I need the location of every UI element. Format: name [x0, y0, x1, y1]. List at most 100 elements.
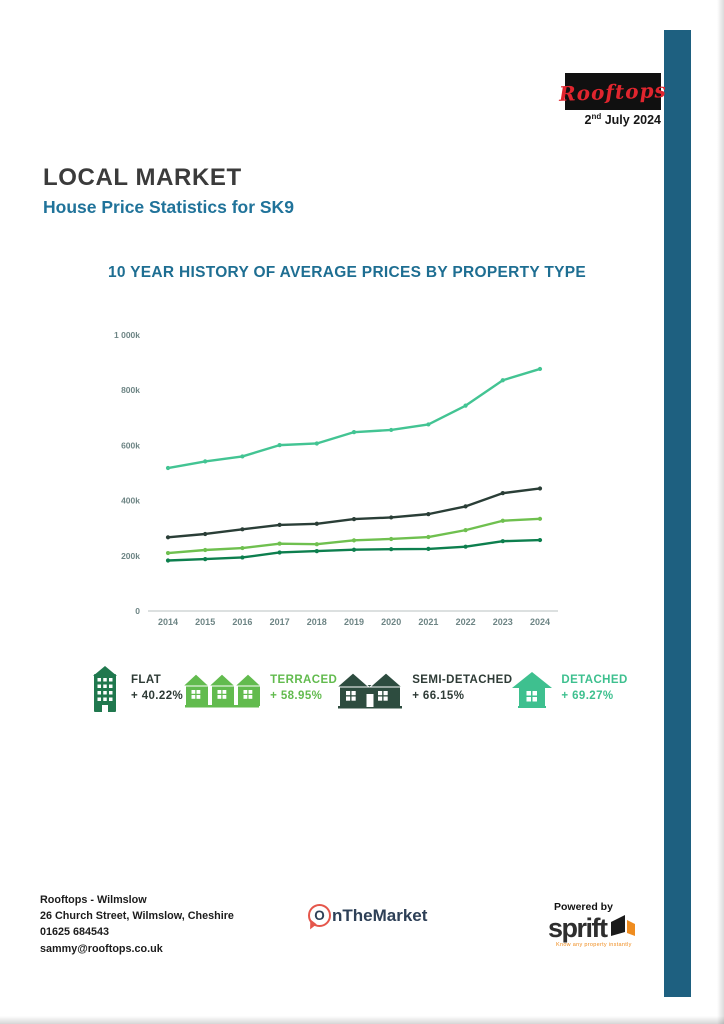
data-point-semi-detached — [314, 521, 319, 526]
data-point-detached — [463, 403, 468, 408]
x-tick-label: 2024 — [530, 617, 550, 627]
x-tick-label: 2022 — [456, 617, 476, 627]
data-point-flat — [537, 537, 543, 543]
x-tick-label: 2017 — [270, 617, 290, 627]
data-point-terraced — [240, 545, 245, 551]
legend-text-semi-detached: SEMI-DETACHED + 66.15% — [412, 673, 512, 704]
sprift-house-icon — [610, 915, 635, 936]
document-date: 2nd July 2024 — [584, 112, 662, 128]
sprift-tagline: Know any property instantly — [556, 942, 632, 948]
x-tick-label: 2014 — [158, 617, 178, 627]
data-point-flat — [240, 555, 245, 560]
data-point-flat — [277, 550, 282, 555]
office-name: Rooftops - Wilmslow — [40, 894, 147, 906]
onthemarket-logo: O nTheMarket — [308, 904, 427, 927]
data-point-detached — [203, 459, 208, 464]
data-point-detached — [426, 422, 431, 427]
data-point-semi-detached — [277, 522, 282, 527]
x-tick-label: 2021 — [418, 617, 438, 627]
data-point-terraced — [165, 550, 171, 556]
data-point-terraced — [389, 536, 394, 542]
data-point-detached — [240, 454, 245, 459]
data-point-flat — [314, 549, 319, 554]
onthemarket-pin-icon: O — [308, 904, 331, 927]
data-point-terraced — [351, 538, 357, 543]
page-edge-bottom — [0, 1016, 724, 1024]
legend-item-flat: FLAT + 40.22% — [88, 664, 183, 714]
data-point-flat — [426, 546, 431, 551]
legend-label: FLAT — [131, 674, 162, 687]
x-tick-label: 2019 — [344, 617, 364, 627]
data-point-detached — [500, 378, 505, 383]
data-point-detached — [351, 430, 357, 435]
chart-title: 10 YEAR HISTORY OF AVERAGE PRICES BY PRO… — [107, 264, 587, 281]
data-point-terraced — [537, 516, 543, 521]
y-tick-label: 200k — [121, 551, 140, 561]
x-tick-label: 2015 — [195, 617, 215, 627]
legend-text-flat: FLAT + 40.22% — [131, 673, 183, 704]
sprift-logo-block: Powered by sprift Know any property inst… — [548, 901, 664, 948]
data-point-detached — [277, 443, 282, 448]
page-edge-right — [717, 0, 724, 1024]
flat-building-icon — [93, 666, 117, 712]
terraced-houses-icon — [183, 673, 262, 708]
data-point-detached — [389, 427, 394, 433]
series-line-semi-detached — [166, 487, 542, 539]
y-tick-label: 600k — [121, 440, 140, 450]
y-tick-label: 1 000k — [114, 330, 140, 340]
legend-text-terraced: TERRACED + 58.95% — [270, 673, 337, 704]
office-email: sammy@rooftops.co.uk — [40, 942, 163, 955]
legend-change: + 66.15% — [412, 690, 465, 702]
data-point-detached — [537, 366, 543, 372]
y-tick-label: 800k — [121, 385, 140, 395]
legend-item-detached: DETACHED + 69.27% — [512, 669, 627, 709]
powered-by-label: Powered by — [554, 901, 613, 913]
data-point-semi-detached — [389, 515, 394, 520]
data-point-flat — [165, 558, 171, 563]
data-point-flat — [203, 557, 208, 562]
data-point-terraced — [314, 542, 319, 547]
page-header: LOCAL MARKET House Price Statistics for … — [43, 164, 294, 218]
page-title: LOCAL MARKET — [43, 164, 242, 191]
data-point-terraced — [426, 534, 431, 540]
legend-item-terraced: TERRACED + 58.95% — [183, 668, 337, 710]
rooftops-logo-text: Rooftops — [558, 77, 668, 106]
x-tick-label: 2016 — [232, 617, 252, 627]
price-history-chart: 0 200k 400k 600k 800k 1 000k 2014 2015 2016 2017 2… — [100, 323, 570, 635]
office-contact-block: Rooftops - Wilmslow 26 Church Street, Wi… — [40, 892, 234, 957]
data-point-flat — [463, 544, 468, 549]
data-point-semi-detached — [463, 504, 468, 509]
legend-text-detached: DETACHED + 69.27% — [561, 673, 627, 704]
semi-detached-houses-icon — [337, 672, 404, 709]
data-point-flat — [351, 547, 357, 552]
data-point-semi-detached — [165, 535, 171, 540]
x-tick-label: 2020 — [381, 617, 401, 627]
data-point-detached — [314, 441, 319, 446]
y-tick-label: 0 — [135, 606, 140, 616]
sprift-logo-text: sprift — [548, 913, 608, 944]
data-point-semi-detached — [500, 491, 505, 496]
legend-change: + 69.27% — [561, 690, 614, 702]
data-point-flat — [500, 539, 505, 544]
price-history-chart-svg: 0 200k 400k 600k 800k 1 000k 2014 2015 2016 2017 2… — [114, 330, 558, 627]
legend-label: TERRACED — [270, 674, 338, 687]
legend-change: + 58.95% — [270, 690, 323, 702]
data-point-flat — [389, 547, 394, 552]
detached-house-icon — [512, 672, 553, 708]
chart-legend: FLAT + 40.22% TERRACED + 58.95% — [88, 664, 627, 714]
data-point-semi-detached — [537, 486, 543, 491]
page-subtitle: House Price Statistics for SK9 — [43, 197, 294, 217]
legend-label: DETACHED — [561, 674, 628, 687]
data-point-terraced — [463, 528, 468, 533]
data-point-terraced — [277, 541, 282, 546]
data-point-semi-detached — [426, 512, 431, 517]
data-point-semi-detached — [351, 516, 357, 522]
rooftops-logo: Rooftops — [559, 73, 667, 110]
legend-item-semi-detached: SEMI-DETACHED + 66.15% — [337, 668, 512, 710]
data-point-semi-detached — [203, 531, 208, 537]
office-phone: 01625 684543 — [40, 926, 110, 939]
data-point-terraced — [203, 547, 208, 553]
y-tick-label: 400k — [121, 496, 140, 506]
side-accent-bar — [664, 30, 691, 997]
onthemarket-logo-text: nTheMarket — [332, 905, 428, 925]
